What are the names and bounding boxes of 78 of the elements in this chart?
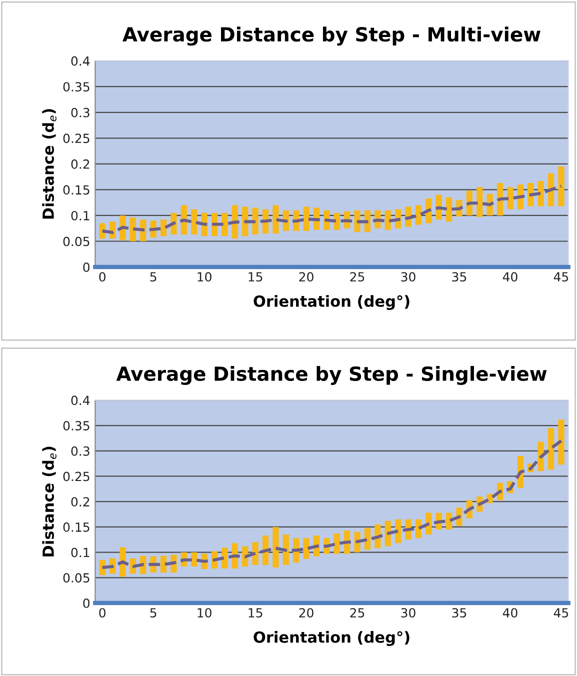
y-tick-label: 0.35 xyxy=(63,421,90,430)
x-axis-title: Orientation (deg°) xyxy=(254,295,410,310)
bar xyxy=(507,187,514,210)
bar xyxy=(303,206,310,231)
bar xyxy=(282,534,289,565)
bar xyxy=(130,218,136,242)
bar xyxy=(354,210,360,232)
y-tick-label: 0.35 xyxy=(63,82,90,92)
y-tick-label: 0.05 xyxy=(63,236,90,246)
x-tick-label: 45 xyxy=(554,272,568,282)
y-tick-label: 0.15 xyxy=(63,185,90,195)
y-tick-label: 0 xyxy=(83,262,90,272)
bar xyxy=(272,205,279,234)
x-tick-label: 5 xyxy=(150,608,156,618)
bar xyxy=(303,538,310,559)
bar xyxy=(476,187,483,218)
x-tick-label: 0 xyxy=(99,272,106,282)
bar xyxy=(252,542,258,565)
x-tick-label: 15 xyxy=(248,608,262,618)
bar xyxy=(334,534,340,554)
chart-title: Average Distance by Step - Single-view xyxy=(116,366,547,385)
bar xyxy=(538,180,544,206)
bar xyxy=(415,205,422,225)
x-tick-label: 0 xyxy=(99,608,106,618)
x-tick-label: 10 xyxy=(198,272,212,282)
y-tick-label: 0.15 xyxy=(63,522,90,532)
x-tick-label: 30 xyxy=(401,272,416,282)
bar xyxy=(191,209,198,235)
x-tick-label: 40 xyxy=(502,608,518,618)
y-tick-label: 0.2 xyxy=(71,159,90,169)
x-tick-label: 35 xyxy=(452,272,466,282)
x-tick-label: 45 xyxy=(554,608,568,618)
bar xyxy=(242,546,248,566)
x-axis-title: Orientation (deg°) xyxy=(254,631,410,646)
bar xyxy=(252,208,258,235)
y-tick-label: 0 xyxy=(83,598,90,608)
x-tick-label: 5 xyxy=(150,272,156,282)
bar xyxy=(160,220,167,236)
bar xyxy=(548,428,554,470)
bar xyxy=(364,528,371,550)
x-tick-label: 30 xyxy=(401,608,416,618)
bar xyxy=(334,212,340,230)
y-tick-label: 0.25 xyxy=(63,472,90,482)
chart-title: Average Distance by Step - Multi-view xyxy=(122,26,540,46)
y-tick-label: 0.1 xyxy=(71,548,90,558)
x-tick-label: 10 xyxy=(198,608,212,618)
y-axis-title: Distance (d$_{e}$) xyxy=(42,446,56,556)
bar xyxy=(160,556,167,573)
y-tick-label: 0.05 xyxy=(63,573,90,583)
bar xyxy=(426,512,432,535)
y-tick-label: 0.4 xyxy=(71,56,90,66)
y-tick-label: 0.1 xyxy=(71,210,90,220)
bar xyxy=(446,512,452,530)
bar xyxy=(222,212,228,236)
y-tick-label: 0.3 xyxy=(71,446,90,456)
x-tick-label: 20 xyxy=(299,272,314,282)
x-tick-label: 25 xyxy=(350,272,364,282)
bar xyxy=(558,166,564,206)
y-tick-label: 0.2 xyxy=(71,497,90,507)
bar xyxy=(446,197,452,222)
y-tick-label: 0.4 xyxy=(71,396,90,406)
x-tick-label: 35 xyxy=(452,608,466,618)
x-tick-label: 25 xyxy=(350,608,364,618)
bar xyxy=(242,206,248,236)
y-tick-label: 0.25 xyxy=(63,134,90,144)
line-series xyxy=(100,184,563,234)
bar xyxy=(558,419,564,465)
x-tick-label: 15 xyxy=(248,272,262,282)
bar xyxy=(394,519,402,544)
bar xyxy=(384,210,391,230)
bar xyxy=(191,552,198,566)
y-axis-title: Distance (d$_{e}$) xyxy=(42,109,56,219)
bar xyxy=(222,548,228,569)
y-tick-label: 0.3 xyxy=(71,108,90,118)
x-tick-label: 40 xyxy=(502,272,518,282)
bar xyxy=(272,526,279,568)
line-series xyxy=(100,439,563,570)
x-tick-label: 20 xyxy=(299,608,314,618)
